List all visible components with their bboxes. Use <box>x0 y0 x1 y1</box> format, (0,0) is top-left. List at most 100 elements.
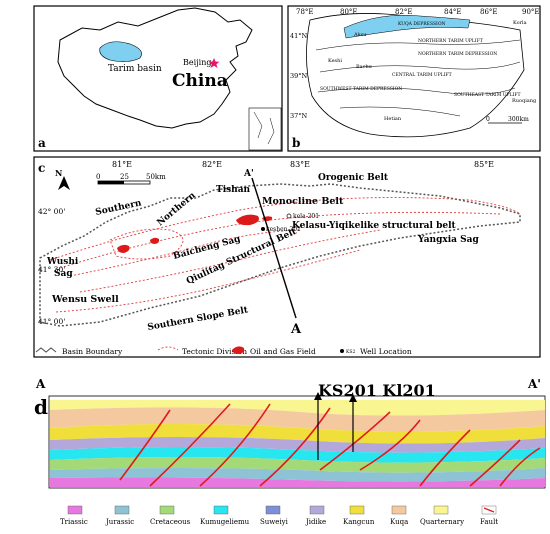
basin-boundary <box>39 183 521 327</box>
fault-line <box>259 407 331 487</box>
unit-label: NORTHERN TARIM DEPRESSION <box>418 51 497 57</box>
unit-label: KUQA DEPRESSION <box>398 21 446 27</box>
stratum-cretaceous <box>50 457 545 473</box>
baicheng-sag-outline <box>109 228 184 260</box>
oil-field <box>150 237 160 244</box>
tectonic-lines <box>315 39 521 117</box>
panel-d-legend: Triassic Jurassic Cretaceous Kumugeliemu… <box>60 505 498 526</box>
region-label: Wushi <box>46 257 79 267</box>
legend-label: Basin Boundary <box>62 347 123 356</box>
panel-a-letter: a <box>38 136 46 150</box>
tarim-basin-label: Tarim basin <box>108 64 162 74</box>
region-label: Kelasu-Yiqikelike structural belt <box>292 221 457 231</box>
lon-tick: 82°E <box>395 8 413 16</box>
lon-tick: 78°E <box>296 8 314 16</box>
scale-label: 50km <box>146 173 166 181</box>
unit-label: CENTRAL TARIM UPLIFT <box>392 72 452 78</box>
stratum-jidike <box>50 437 545 453</box>
stratum-kuqa <box>50 407 545 432</box>
china-outline <box>57 7 253 129</box>
region-label: Monocline Belt <box>262 196 344 207</box>
north-arrow-icon <box>58 176 70 190</box>
north-label: N <box>55 168 62 178</box>
legend-label: Suweiyi <box>260 518 289 526</box>
tectonic-division <box>49 197 521 261</box>
panel-d: A A' d KS201 Kl201 <box>34 377 546 526</box>
tarim-basin-patch <box>99 41 142 62</box>
scale-label: 0 <box>96 173 100 181</box>
legend-label: Jidike <box>305 518 326 526</box>
fault-line <box>469 439 521 487</box>
legend-label: Quarternary <box>420 518 464 526</box>
region-label: Tishan <box>216 185 251 195</box>
oil-field <box>117 244 130 253</box>
panel-b-lon-ticks: 78°E 80°E 82°E 84°E 86°E 90°E <box>296 8 540 16</box>
well-ks201-arrow-icon <box>314 392 322 400</box>
lon-tick: 90°E <box>522 8 540 16</box>
lon-tick: 82°E <box>202 160 222 169</box>
panel-b-letter: b <box>292 136 300 150</box>
legend-tectonic-symbol <box>157 346 179 351</box>
legend-label: Kuqa <box>390 518 408 526</box>
tectonic-division <box>69 229 301 277</box>
beijing-label: Beijing <box>183 58 211 67</box>
city-label: Korla <box>513 20 527 26</box>
city-label: Keshi <box>328 58 342 64</box>
panel-c-letter: c <box>38 161 45 175</box>
city-label: Hetian <box>384 116 402 122</box>
legend-swatch <box>391 505 407 515</box>
stratum-quarternary <box>50 400 545 416</box>
lon-tick: 80°E <box>340 8 358 16</box>
panel-b: 78°E 80°E 82°E 84°E 86°E 90°E 41°N 39°N … <box>287 5 541 152</box>
legend-label: Cretaceous <box>150 518 191 526</box>
fault-line <box>419 429 471 487</box>
section-start-label: A' <box>243 169 254 179</box>
legend-basin-symbol <box>35 347 57 353</box>
legend-label: Tectonic Division <box>182 347 247 356</box>
panel-a: Tarim basin China Beijing a <box>33 5 283 152</box>
legend-label: Kangcun <box>343 518 375 526</box>
legend-label: Jurassic <box>105 518 134 526</box>
lat-tick: 41°N <box>290 32 308 40</box>
legend-label: Kumugeliemu <box>200 518 250 526</box>
lon-tick: 85°E <box>474 160 494 169</box>
legend-swatch <box>265 505 281 515</box>
unit-label: NORTHERN TARIM UPLIFT <box>418 38 483 44</box>
well-label: kela 201 <box>293 213 319 220</box>
beijing-star-icon <box>208 58 220 68</box>
legend-swatch <box>159 505 175 515</box>
well-kl201-arrow-icon <box>349 394 357 402</box>
lat-tick: 42° 00' <box>38 207 65 216</box>
legend-swatch <box>213 505 229 515</box>
fault-line <box>499 447 541 487</box>
panel-c-frame <box>33 156 541 358</box>
kuqa-depression-patch <box>343 14 471 39</box>
lat-tick: 37°N <box>290 112 308 120</box>
oil-field <box>236 214 259 226</box>
legend-swatch <box>114 505 130 515</box>
well-location <box>261 227 265 231</box>
section-left-label: A <box>35 377 46 391</box>
city-label: Aksu <box>353 32 367 38</box>
tectonic-division <box>79 229 381 293</box>
fault-line <box>199 403 271 487</box>
fault-line <box>119 409 171 481</box>
stratum-kumugeliemu <box>50 447 545 463</box>
lat-tick: 39°N <box>290 72 308 80</box>
section-line <box>251 177 297 319</box>
section-end-label: A <box>290 322 302 337</box>
fault-line <box>149 403 231 487</box>
lon-tick: 81°E <box>112 160 132 169</box>
legend-oil-symbol <box>232 346 245 354</box>
legend-swatch <box>67 505 83 515</box>
legend-label: Oil and Gas Field <box>250 347 316 356</box>
scale-label: 25 <box>120 173 129 181</box>
china-label: China <box>172 71 228 91</box>
legend-swatch <box>349 505 365 515</box>
unit-label: SOUTHWEST TARIM DEPRESSION <box>320 86 402 92</box>
stratum-kangcun <box>50 424 545 444</box>
south-china-sea-inset <box>248 107 282 151</box>
well-label: keshen 201 <box>266 226 301 233</box>
city-label: Bachu <box>356 64 373 70</box>
panel-d-letter: d <box>34 395 48 419</box>
